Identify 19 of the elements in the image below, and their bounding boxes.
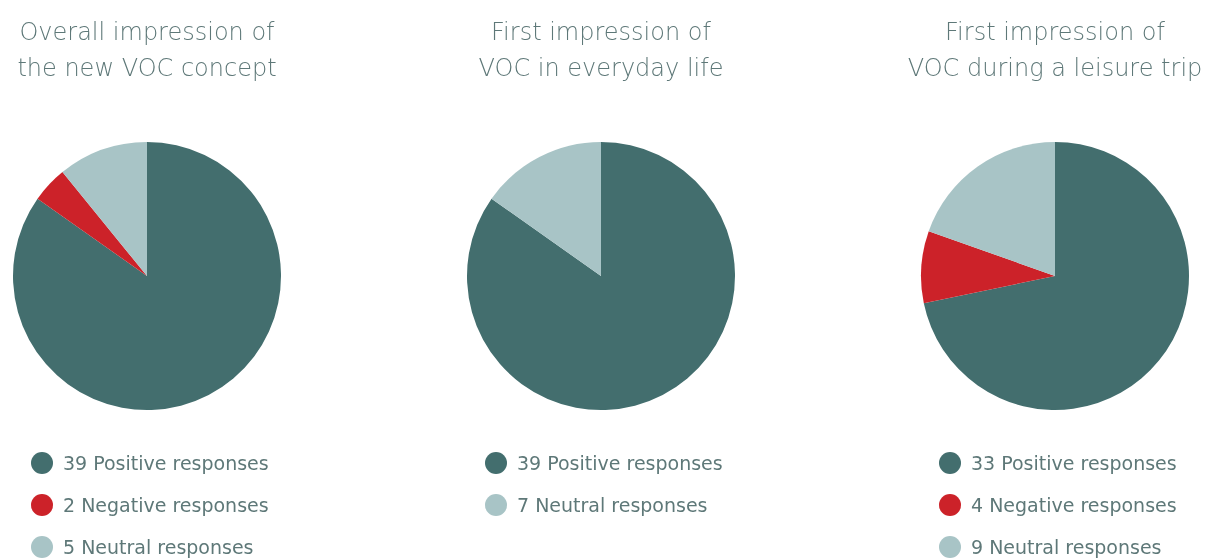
- chart-title: First impression of VOC during a leisure trip: [907, 18, 1203, 82]
- pie-slice: [921, 231, 1055, 304]
- pie-slice: [491, 142, 601, 276]
- legend-label: 4 Negative responses: [971, 494, 1177, 516]
- legend-label: 33 Positive responses: [971, 452, 1177, 474]
- legend-label: 2 Negative responses: [63, 494, 269, 516]
- pie-slice: [923, 142, 1189, 410]
- legend-label: 7 Neutral responses: [517, 494, 708, 516]
- legend-label: 39 Positive responses: [63, 452, 269, 474]
- chart-title: Overall impression of the new VOC concept: [17, 18, 277, 82]
- pie-slice: [928, 142, 1055, 276]
- legend-label: 39 Positive responses: [517, 452, 723, 474]
- legend-label: 5 Neutral responses: [63, 536, 254, 558]
- chart-title: First impression of VOC in everyday life: [478, 18, 724, 82]
- pie-slice: [37, 172, 147, 276]
- pie-slice: [62, 142, 147, 276]
- legend-label: 9 Neutral responses: [971, 536, 1162, 558]
- pie-slice: [13, 142, 281, 410]
- pie-slice: [467, 142, 735, 410]
